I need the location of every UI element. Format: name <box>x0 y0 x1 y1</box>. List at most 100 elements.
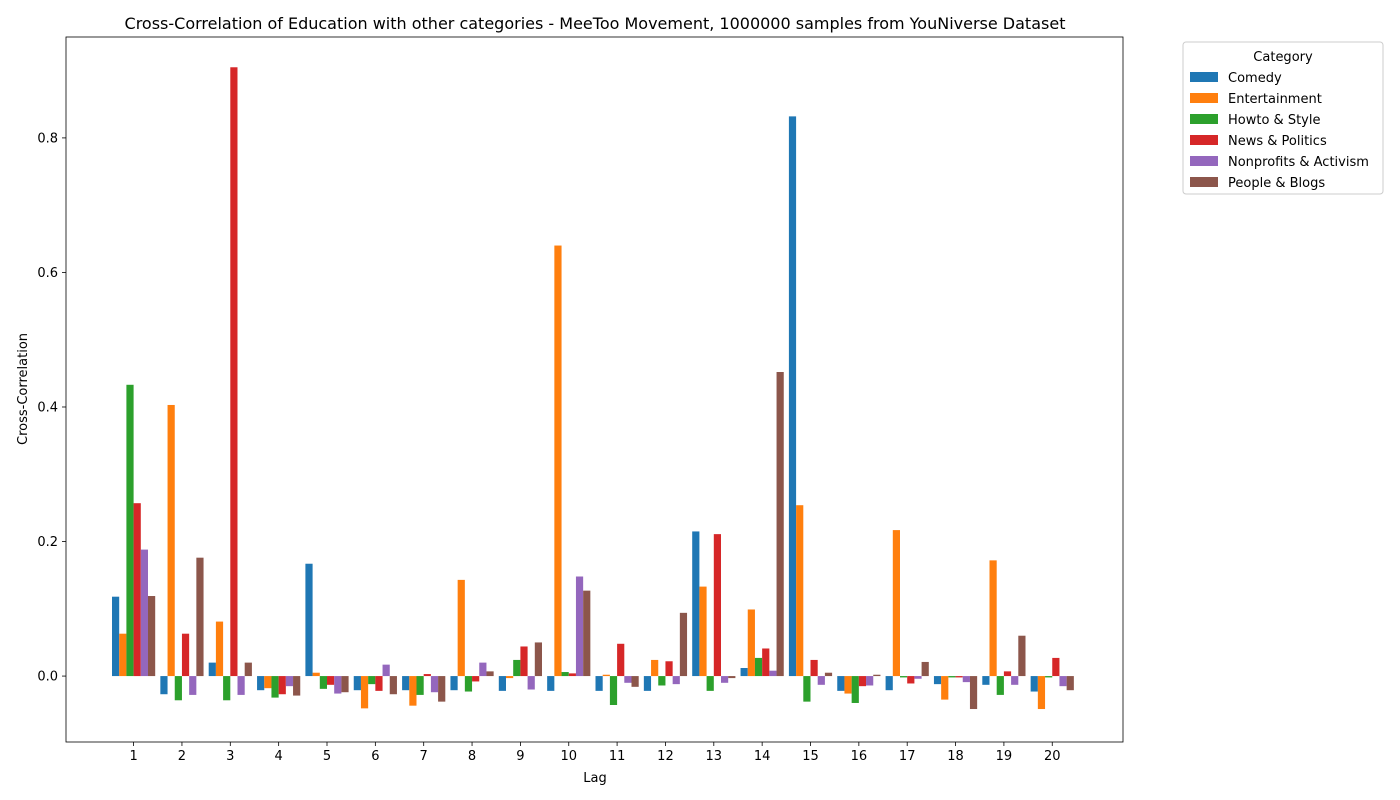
legend: Category Comedy Entertainment Howto & Styl… <box>1182 41 1384 195</box>
bar-howto-style-lag-16 <box>851 676 859 703</box>
bar-news-politics-lag-12 <box>665 661 673 677</box>
legend-label: Howto & Style <box>1228 113 1320 128</box>
x-tick-label: 6 <box>371 749 379 764</box>
y-tick-label: 0.8 <box>37 131 58 146</box>
bar-news-politics-lag-11 <box>617 643 625 677</box>
bar-entertainment-lag-3 <box>215 621 224 677</box>
legend-label: Comedy <box>1228 71 1282 86</box>
legend-swatch <box>1190 156 1218 166</box>
bar-nonprofits-activism-lag-5 <box>334 676 342 694</box>
bar-howto-style-lag-20 <box>1045 676 1053 678</box>
bar-comedy-lag-14 <box>740 668 748 677</box>
bar-nonprofits-activism-lag-20 <box>1059 676 1067 687</box>
bar-people-blogs-lag-5 <box>341 676 349 693</box>
bar-nonprofits-activism-lag-2 <box>189 676 197 695</box>
x-tick-label: 14 <box>754 749 771 764</box>
bar-comedy-lag-9 <box>498 676 506 691</box>
bar-people-blogs-lag-17 <box>921 661 929 677</box>
bar-people-blogs-lag-7 <box>438 676 446 702</box>
bar-people-blogs-lag-4 <box>293 676 301 696</box>
y-tick-label: 0.2 <box>37 535 58 550</box>
bar-people-blogs-lag-16 <box>873 674 881 677</box>
bar-people-blogs-lag-12 <box>679 612 688 677</box>
bar-comedy-lag-1 <box>112 596 120 677</box>
bar-entertainment-lag-9 <box>506 676 514 679</box>
bar-people-blogs-lag-11 <box>631 676 639 687</box>
bar-news-politics-lag-7 <box>423 674 431 677</box>
x-tick-label: 20 <box>1044 749 1061 764</box>
bar-news-politics-lag-13 <box>713 534 721 677</box>
bar-comedy-lag-19 <box>982 676 990 685</box>
bar-nonprofits-activism-lag-14 <box>769 670 777 677</box>
bar-news-politics-lag-17 <box>907 676 915 684</box>
plot-area <box>66 37 1123 742</box>
bar-howto-style-lag-18 <box>948 676 956 678</box>
bar-news-politics-lag-2 <box>181 633 190 677</box>
bar-entertainment-lag-19 <box>989 560 997 677</box>
x-tick-label: 17 <box>899 749 916 764</box>
bar-entertainment-lag-14 <box>747 609 755 677</box>
bar-howto-style-lag-6 <box>368 676 376 685</box>
bar-people-blogs-lag-14 <box>776 372 784 677</box>
bar-nonprofits-activism-lag-16 <box>866 676 874 686</box>
bar-entertainment-lag-7 <box>409 676 417 706</box>
legend-swatch <box>1190 93 1218 103</box>
bar-entertainment-lag-6 <box>360 676 369 709</box>
x-tick-label: 5 <box>323 749 331 764</box>
bar-nonprofits-activism-lag-4 <box>285 676 294 687</box>
legend-label: News & Politics <box>1228 134 1327 149</box>
bar-howto-style-lag-14 <box>754 657 763 677</box>
bar-howto-style-lag-11 <box>609 676 618 705</box>
bar-entertainment-lag-5 <box>312 672 320 677</box>
bar-news-politics-lag-20 <box>1052 657 1060 677</box>
bar-news-politics-lag-4 <box>278 676 286 695</box>
bar-news-politics-lag-14 <box>762 648 770 677</box>
bar-comedy-lag-18 <box>933 676 942 685</box>
x-tick-label: 19 <box>996 749 1013 764</box>
bar-howto-style-lag-13 <box>706 676 714 691</box>
bar-comedy-lag-2 <box>160 676 168 695</box>
bar-people-blogs-lag-6 <box>389 676 397 695</box>
bar-news-politics-lag-3 <box>230 67 238 677</box>
bar-howto-style-lag-10 <box>561 672 569 677</box>
bar-entertainment-lag-12 <box>651 659 659 677</box>
bar-news-politics-lag-6 <box>375 676 383 691</box>
x-tick-label: 3 <box>226 749 234 764</box>
bar-comedy-lag-7 <box>402 676 410 691</box>
bar-entertainment-lag-15 <box>796 505 804 677</box>
bar-howto-style-lag-3 <box>223 676 231 701</box>
y-tick-label: 0.6 <box>37 266 58 281</box>
bar-howto-style-lag-12 <box>658 676 666 686</box>
x-axis-label: Lag <box>583 771 606 786</box>
bar-howto-style-lag-9 <box>513 659 521 677</box>
bar-news-politics-lag-8 <box>472 676 480 682</box>
legend-swatch <box>1190 72 1218 82</box>
bar-comedy-lag-11 <box>595 676 603 691</box>
legend-label: People & Blogs <box>1228 176 1325 191</box>
bar-people-blogs-lag-3 <box>244 662 252 677</box>
x-tick-label: 10 <box>560 749 577 764</box>
bar-comedy-lag-17 <box>885 676 893 691</box>
x-tick-label: 2 <box>178 749 186 764</box>
legend-swatch <box>1190 114 1218 124</box>
legend-swatch <box>1190 177 1218 187</box>
bar-people-blogs-lag-2 <box>196 557 204 677</box>
bar-news-politics-lag-5 <box>327 676 335 685</box>
legend-swatch <box>1190 135 1218 145</box>
legend-label: Nonprofits & Activism <box>1228 155 1369 170</box>
legend-items: Comedy Entertainment Howto & Style News & P… <box>1190 71 1369 191</box>
bar-news-politics-lag-19 <box>1003 671 1012 677</box>
bar-people-blogs-lag-19 <box>1018 635 1026 677</box>
bar-entertainment-lag-2 <box>167 404 175 677</box>
legend-title: Category <box>1253 50 1313 65</box>
bar-nonprofits-activism-lag-15 <box>817 676 825 685</box>
bar-howto-style-lag-7 <box>416 676 424 695</box>
bar-entertainment-lag-18 <box>941 676 949 700</box>
bar-people-blogs-lag-1 <box>148 596 156 677</box>
bar-people-blogs-lag-15 <box>824 672 833 677</box>
x-tick-label: 9 <box>516 749 524 764</box>
bar-people-blogs-lag-8 <box>486 671 494 677</box>
bar-howto-style-lag-4 <box>271 676 279 698</box>
bar-comedy-lag-15 <box>788 116 797 677</box>
bars-group <box>112 67 1074 710</box>
